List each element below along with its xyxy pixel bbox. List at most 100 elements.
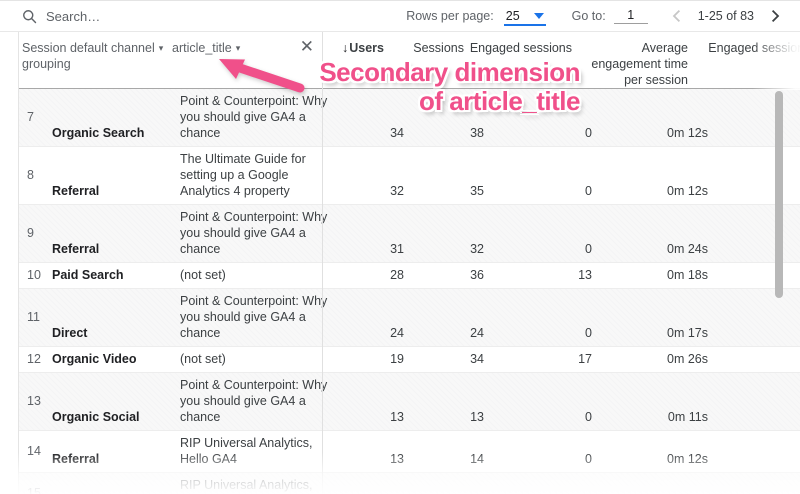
cell-avg-engagement-time: 0m 12s <box>667 452 708 466</box>
cell-channel-grouping: Paid Search <box>52 268 124 282</box>
column-header-article-title: article_title ▾ ✕ <box>172 37 320 88</box>
cell-engaged-sessions: 0 <box>585 326 592 340</box>
cell-engaged-sessions-per-user <box>712 89 800 146</box>
cell-engaged-sessions-per-user <box>712 147 800 204</box>
cell-users: 19 <box>390 352 404 366</box>
column-header-avg-engagement-time[interactable]: Average engagement time per session <box>591 41 688 87</box>
cell-avg-engagement-time: 0m 11s <box>667 410 708 424</box>
row-index: 8 <box>27 168 34 182</box>
cell-article-title: Point & Counterpoint: Why you should giv… <box>180 378 328 424</box>
vertical-scrollbar[interactable] <box>775 91 783 298</box>
cell-sessions <box>408 473 488 494</box>
cell-users: 13 <box>390 452 404 466</box>
sort-descending-icon: ↓ <box>342 41 349 55</box>
column-header-channel-grouping[interactable]: Session default channel ▾ grouping <box>18 40 172 88</box>
cell-article-title: Point & Counterpoint: Why you should giv… <box>180 210 328 256</box>
row-index: 15 <box>27 486 41 494</box>
dropdown-arrow-icon <box>533 12 544 19</box>
cell-engaged-sessions: 0 <box>585 410 592 424</box>
cell-users: 32 <box>390 184 404 198</box>
search-icon <box>22 9 37 24</box>
search-input[interactable] <box>46 8 266 24</box>
page-range-text: 1-25 of 83 <box>697 9 754 23</box>
search-bar[interactable] <box>22 8 406 24</box>
column-header-engaged-sessions[interactable]: Engaged sessions <box>469 41 572 55</box>
cell-avg-engagement-time: 0m 18s <box>667 268 708 282</box>
cell-users: 28 <box>390 268 404 282</box>
table-row[interactable]: 8 Referral The Ultimate Guide for settin… <box>18 147 800 205</box>
cell-article-title: RIP Universal Analytics, Hello GA4 <box>180 436 313 466</box>
table-row[interactable]: 7 Organic Search Point & Counterpoint: W… <box>18 89 800 147</box>
cell-engaged-sessions-per-user <box>712 289 800 346</box>
rows-per-page-select[interactable]: 25 <box>503 7 546 26</box>
cell-avg-engagement-time: 0m 12s <box>667 184 708 198</box>
cell-sessions: 32 <box>470 242 484 256</box>
table-toolbar: Rows per page: 25 Go to: 1-25 of 83 <box>0 1 800 32</box>
cell-engaged-sessions: 17 <box>578 352 592 366</box>
table-row[interactable]: 15 Organic Search RIP Universal Analytic… <box>18 473 800 494</box>
cell-users: 34 <box>390 126 404 140</box>
table-row[interactable]: 14 Referral RIP Universal Analytics, Hel… <box>18 431 800 473</box>
cell-avg-engagement-time: 0m 26s <box>667 352 708 366</box>
table-row[interactable]: 12 Organic Video (not set) 19 34 17 0m 2… <box>18 347 800 373</box>
next-page-button[interactable] <box>764 5 786 27</box>
row-index: 13 <box>27 394 41 408</box>
cell-article-title: (not set) <box>180 268 226 282</box>
cell-users: 31 <box>390 242 404 256</box>
cell-avg-engagement-time: 0m 17s <box>667 326 708 340</box>
goto-page-input[interactable] <box>613 8 648 24</box>
cell-sessions: 14 <box>470 452 484 466</box>
pagination-controls: Rows per page: 25 Go to: 1-25 of 83 <box>406 5 786 27</box>
cell-engaged-sessions-per-user <box>712 347 800 372</box>
cell-sessions: 34 <box>470 352 484 366</box>
goto-label: Go to: <box>571 9 606 23</box>
cell-article-title: Point & Counterpoint: Why you should giv… <box>180 294 328 340</box>
cell-engaged-sessions <box>488 473 596 494</box>
table-left-border <box>18 32 19 494</box>
column-header-users[interactable]: ↓Users <box>342 41 384 55</box>
pager: 1-25 of 83 <box>666 5 786 27</box>
remove-secondary-dimension-icon[interactable]: ✕ <box>299 37 314 56</box>
cell-users: 24 <box>390 326 404 340</box>
cell-sessions: 35 <box>470 184 484 198</box>
previous-page-button[interactable] <box>666 5 688 27</box>
column-header-engaged-sessions-per-user[interactable]: Engaged sessions per user <box>708 41 800 55</box>
cell-engaged-sessions-per-user <box>712 373 800 430</box>
row-index: 10 <box>27 268 41 282</box>
cell-avg-engagement-time: 0m 24s <box>667 242 708 256</box>
cell-article-title: RIP Universal Analytics, Hello GA4 <box>180 478 313 492</box>
cell-engaged-sessions: 0 <box>585 184 592 198</box>
cell-channel-grouping: Referral <box>52 452 100 466</box>
cell-channel-grouping: Referral <box>52 242 100 256</box>
cell-channel-grouping: Direct <box>52 326 88 340</box>
cell-engaged-sessions: 0 <box>585 126 592 140</box>
cell-avg-engagement-time: 0m 12s <box>667 126 708 140</box>
row-index: 9 <box>27 226 34 240</box>
cell-channel-grouping: Organic Video <box>52 352 137 366</box>
row-index: 14 <box>27 444 41 458</box>
cell-engaged-sessions-per-user <box>712 431 800 472</box>
cell-sessions: 24 <box>470 326 484 340</box>
table-row[interactable]: 9 Referral Point & Counterpoint: Why you… <box>18 205 800 263</box>
dimension-metric-separator <box>322 32 323 494</box>
column-header-sessions[interactable]: Sessions <box>413 41 464 55</box>
article-title-header-label[interactable]: article_title ▾ <box>172 41 241 55</box>
cell-channel-grouping: Referral <box>52 184 100 198</box>
cell-channel-grouping: Organic Social <box>52 410 140 424</box>
table-row[interactable]: 13 Organic Social Point & Counterpoint: … <box>18 373 800 431</box>
table-row[interactable]: 10 Paid Search (not set) 28 36 13 0m 18s <box>18 263 800 289</box>
channel-header-label-line2: grouping <box>22 57 71 71</box>
row-index: 7 <box>27 110 34 124</box>
cell-engaged-sessions: 13 <box>578 268 592 282</box>
table-header: Session default channel ▾ grouping articl… <box>18 32 800 89</box>
cell-article-title: Point & Counterpoint: Why you should giv… <box>180 94 328 140</box>
cell-article-title: (not set) <box>180 352 226 366</box>
table-body: 7 Organic Search Point & Counterpoint: W… <box>18 89 800 494</box>
row-index: 11 <box>27 310 40 324</box>
cell-engaged-sessions: 0 <box>585 452 592 466</box>
cell-sessions: 36 <box>470 268 484 282</box>
table-row[interactable]: 11 Direct Point & Counterpoint: Why you … <box>18 289 800 347</box>
rows-per-page-label: Rows per page: <box>406 9 494 23</box>
cell-channel-grouping: Organic Search <box>52 473 172 494</box>
